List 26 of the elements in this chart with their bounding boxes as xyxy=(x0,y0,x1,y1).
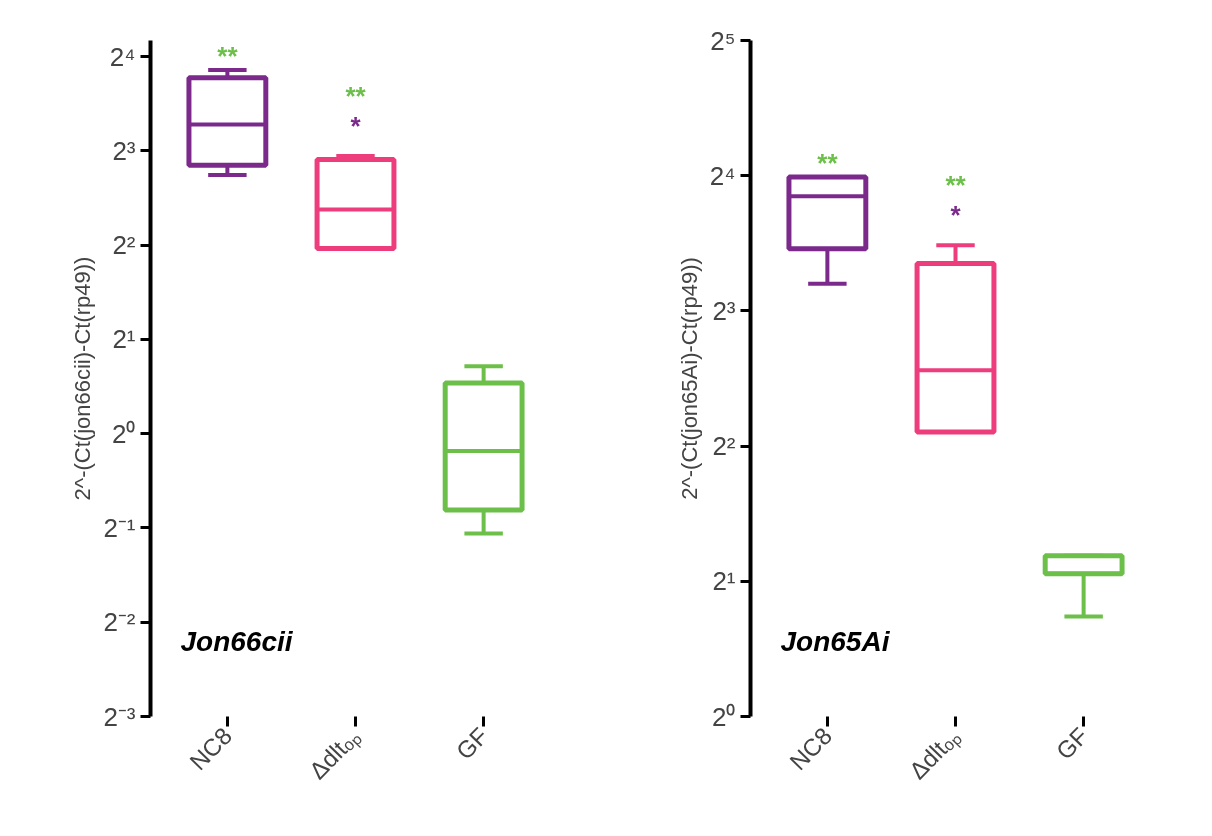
y-tick-label: 2² xyxy=(712,431,736,462)
annotation: * xyxy=(350,111,362,141)
y-tick-label: 2⁵ xyxy=(710,25,736,56)
y-axis-title: 2^-(Ct(jon65Ai)-Ct(rp49)) xyxy=(676,257,702,500)
y-tick-label: 2⁻¹ xyxy=(103,512,136,543)
y-tick-label: 2⁴ xyxy=(109,41,136,72)
y-tick-label: 2² xyxy=(112,230,136,261)
y-tick-label: 2⁻³ xyxy=(103,701,136,732)
annotation: ** xyxy=(817,147,839,178)
annotation: * xyxy=(950,200,962,231)
y-axis-title: 2^-(Ct(jon66cii)-Ct(rp49)) xyxy=(70,256,96,501)
y-tick-label: 2⁴ xyxy=(709,160,736,191)
y-tick-label: 2³ xyxy=(112,135,136,166)
annotation: Jon66cii xyxy=(180,625,294,657)
annotation: ** xyxy=(945,170,967,201)
annotation: ** xyxy=(345,81,367,111)
y-tick-label: 2¹ xyxy=(112,324,136,355)
annotation: Jon65Ai xyxy=(780,625,891,657)
y-tick-label: 2³ xyxy=(712,295,736,326)
annotation: ** xyxy=(217,40,239,71)
y-tick-label: 2⁰ xyxy=(112,418,136,449)
x-tick-label: GF xyxy=(450,722,494,765)
x-tick-label: GF xyxy=(1050,722,1094,765)
y-tick-label: 2¹ xyxy=(712,566,736,597)
y-tick-label: 2⁻² xyxy=(103,607,136,638)
y-tick-label: 2⁰ xyxy=(712,701,736,732)
